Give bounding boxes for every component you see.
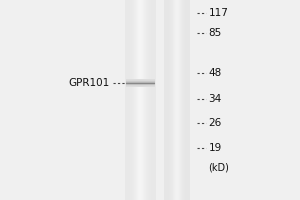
Bar [145, 0, 146, 200]
Bar [171, 0, 172, 200]
Bar [168, 0, 169, 200]
Bar [165, 0, 166, 200]
Bar [174, 0, 175, 200]
Bar [136, 0, 137, 200]
Bar [182, 0, 183, 200]
Bar [132, 0, 133, 200]
Bar [164, 0, 165, 200]
Bar [130, 0, 131, 200]
Bar [189, 0, 190, 200]
Bar [135, 0, 136, 200]
Bar [176, 0, 177, 200]
Bar [126, 0, 127, 200]
Bar [138, 0, 139, 200]
Bar [127, 0, 128, 200]
Bar [178, 0, 179, 200]
Bar [151, 0, 152, 200]
Bar [139, 0, 140, 200]
Bar [153, 0, 154, 200]
Bar [140, 0, 141, 200]
Bar [129, 0, 130, 200]
Bar [172, 0, 173, 200]
Bar [143, 0, 144, 200]
Text: 117: 117 [208, 8, 228, 18]
Bar [180, 0, 181, 200]
Bar [146, 0, 147, 200]
Bar [170, 0, 171, 200]
Text: 48: 48 [208, 68, 222, 78]
Bar [185, 0, 186, 200]
Bar [128, 0, 129, 200]
Bar [167, 0, 168, 200]
Bar [177, 0, 178, 200]
Text: 85: 85 [208, 28, 222, 38]
Bar [147, 0, 148, 200]
Bar [186, 0, 187, 200]
Bar [181, 0, 182, 200]
Bar [179, 0, 180, 200]
Bar [188, 0, 189, 200]
Text: (kD): (kD) [208, 162, 230, 172]
Bar [124, 0, 125, 200]
Bar [131, 0, 132, 200]
Text: GPR101: GPR101 [68, 78, 110, 88]
Bar [148, 0, 149, 200]
Bar [173, 0, 174, 200]
Bar [150, 0, 151, 200]
Bar [166, 0, 167, 200]
Text: 34: 34 [208, 94, 222, 104]
Bar [134, 0, 135, 200]
Bar [175, 0, 176, 200]
Bar [142, 0, 143, 200]
Bar [183, 0, 184, 200]
Bar [154, 0, 155, 200]
Bar [144, 0, 145, 200]
Text: 19: 19 [208, 143, 222, 153]
Bar [152, 0, 153, 200]
Bar [141, 0, 142, 200]
Bar [149, 0, 150, 200]
Bar [155, 0, 156, 200]
Text: 26: 26 [208, 118, 222, 128]
Bar [137, 0, 138, 200]
Bar [133, 0, 134, 200]
Bar [169, 0, 170, 200]
